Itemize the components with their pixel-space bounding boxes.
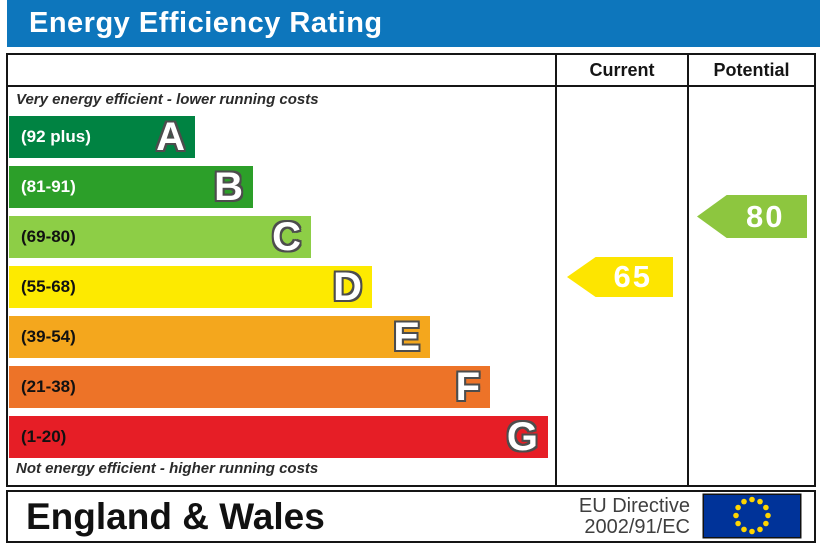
eu-flag-stars [733, 496, 771, 535]
eu-directive-line2: 2002/91/EC [584, 515, 690, 538]
title-bar: Energy Efficiency Rating [7, 0, 820, 47]
eu-directive-line1: EU Directive [578, 494, 690, 517]
band-row-g: (1-20) G [9, 416, 548, 458]
footer: England & Wales EU Directive 2002/91/EC [6, 490, 816, 543]
energy-rating-chart: Current Potential Very energy efficient … [6, 53, 816, 487]
band-row-e: (39-54) E [9, 316, 430, 358]
band-row-a: (92 plus) A [9, 116, 195, 158]
current-rating-arrow: 65 [567, 257, 673, 297]
band-row-c: (69-80) C [9, 216, 311, 258]
column-divider [555, 55, 557, 485]
band-range-label: (21-38) [21, 377, 76, 396]
bottom-note: Not energy efficient - higher running co… [16, 460, 319, 477]
current-column-header: Current [589, 60, 655, 80]
band-letter: B [214, 165, 243, 209]
column-divider [687, 55, 689, 485]
band-range-label: (39-54) [21, 327, 76, 346]
band-letter: A [156, 115, 185, 159]
band-row-d: (55-68) D [9, 266, 372, 308]
band-letter: C [272, 215, 301, 259]
band-row-f: (21-38) F [9, 366, 490, 408]
band-range-label: (92 plus) [21, 127, 91, 146]
band-letter: E [393, 315, 420, 359]
band-row-b: (81-91) B [9, 166, 253, 208]
current-rating-value: 65 [613, 259, 652, 294]
band-range-label: (81-91) [21, 177, 76, 196]
band-letter: G [506, 415, 538, 459]
band-range-label: (55-68) [21, 277, 76, 296]
top-note: Very energy efficient - lower running co… [16, 91, 319, 108]
potential-rating-value: 80 [745, 199, 785, 234]
band-range-label: (69-80) [21, 227, 76, 246]
band-letter: F [455, 365, 480, 409]
potential-rating-arrow: 80 [697, 195, 807, 238]
eu-directive-text: EU Directive 2002/91/EC [578, 494, 690, 538]
region-label: England & Wales [26, 495, 325, 537]
band-range-label: (1-20) [21, 427, 67, 446]
page-title: Energy Efficiency Rating [29, 7, 383, 39]
header-divider [8, 85, 814, 87]
potential-column-header: Potential [713, 60, 790, 80]
band-letter: D [333, 265, 362, 309]
eu-flag-icon [702, 493, 802, 539]
